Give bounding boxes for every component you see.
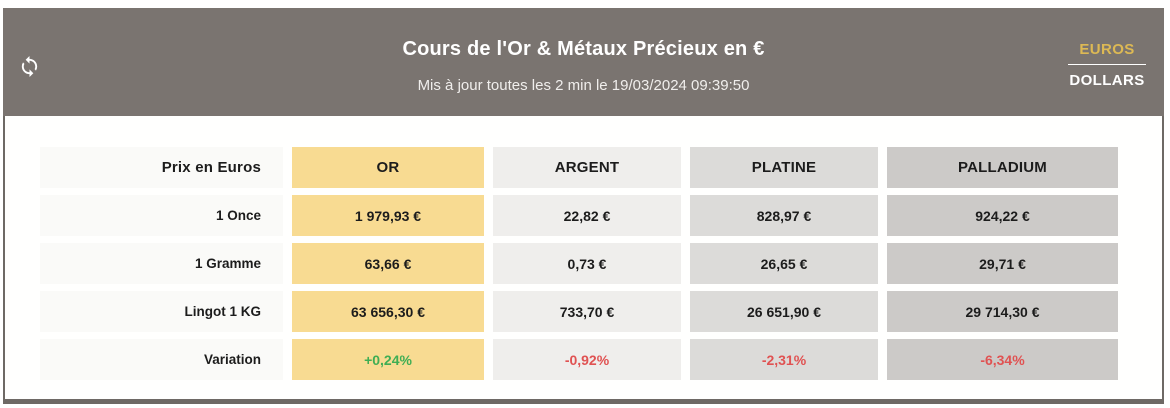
widget-title: Cours de l'Or & Métaux Précieux en € (402, 38, 765, 60)
cell-platine-variation: -2,31% (690, 339, 878, 380)
cell-or-gramme: 63,66 € (292, 243, 484, 284)
cell-palladium-gramme: 29,71 € (887, 243, 1118, 284)
tab-divider (1068, 64, 1146, 65)
cell-argent-once: 22,82 € (493, 195, 681, 236)
cell-platine-gramme: 26,65 € (690, 243, 878, 284)
column-header-or: OR (292, 147, 484, 188)
cell-platine-once: 828,97 € (690, 195, 878, 236)
header-titles: Cours de l'Or & Métaux Précieux en € Mis… (3, 8, 1164, 94)
widget-body: Prix en Euros OR ARGENT PLATINE PALLADIU… (5, 116, 1162, 399)
cell-or-variation: +0,24% (292, 339, 484, 380)
cell-palladium-once: 924,22 € (887, 195, 1118, 236)
row-label-gramme: 1 Gramme (40, 243, 283, 284)
table-corner-label: Prix en Euros (40, 147, 283, 188)
row-label-lingot: Lingot 1 KG (40, 291, 283, 332)
row-label-variation: Variation (40, 339, 283, 380)
row-label-once: 1 Once (40, 195, 283, 236)
refresh-button[interactable] (16, 53, 42, 79)
widget-header: Cours de l'Or & Métaux Précieux en € Mis… (3, 8, 1164, 116)
currency-switcher: EUROS DOLLARS (1068, 41, 1146, 89)
gold-price-widget: Cours de l'Or & Métaux Précieux en € Mis… (3, 8, 1164, 404)
update-info: Mis à jour toutes les 2 min le 19/03/202… (417, 77, 750, 94)
cell-or-lingot: 63 656,30 € (292, 291, 484, 332)
cell-palladium-variation: -6,34% (887, 339, 1118, 380)
cell-or-once: 1 979,93 € (292, 195, 484, 236)
column-header-argent: ARGENT (493, 147, 681, 188)
column-header-palladium: PALLADIUM (887, 147, 1118, 188)
cell-argent-gramme: 0,73 € (493, 243, 681, 284)
tab-dollars[interactable]: DOLLARS (1069, 72, 1145, 89)
price-table: Prix en Euros OR ARGENT PLATINE PALLADIU… (40, 147, 1162, 380)
cell-platine-lingot: 26 651,90 € (690, 291, 878, 332)
tab-euros[interactable]: EUROS (1079, 41, 1135, 58)
column-header-platine: PLATINE (690, 147, 878, 188)
refresh-icon (18, 55, 41, 78)
cell-argent-variation: -0,92% (493, 339, 681, 380)
cell-palladium-lingot: 29 714,30 € (887, 291, 1118, 332)
cell-argent-lingot: 733,70 € (493, 291, 681, 332)
